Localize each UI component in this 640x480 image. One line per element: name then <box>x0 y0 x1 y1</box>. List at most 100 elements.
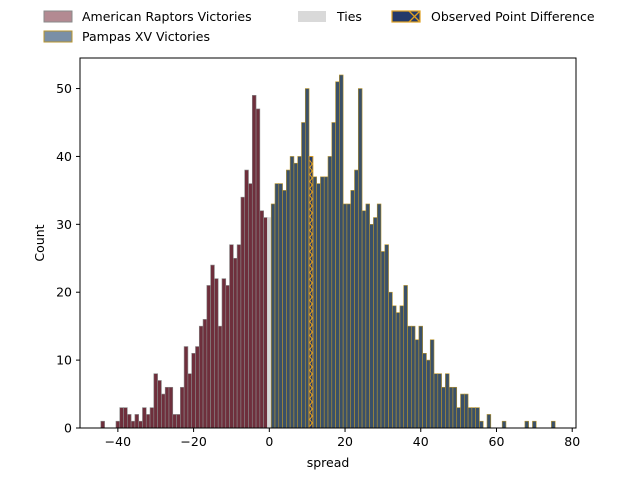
bar-raptors <box>138 420 143 429</box>
bar-pampas <box>289 156 295 429</box>
bar-pampas <box>467 407 473 429</box>
y-tick-label: 50 <box>56 81 72 96</box>
bar-raptors <box>115 420 121 429</box>
bar-pampas <box>361 210 367 429</box>
bar-raptors <box>214 278 219 429</box>
y-tick-label: 30 <box>56 217 72 232</box>
legend-swatch-observed <box>391 10 421 23</box>
bar-raptors <box>263 217 268 429</box>
x-tick-label: −20 <box>180 434 206 449</box>
bar-pampas <box>320 176 325 429</box>
bar-pampas <box>407 325 412 429</box>
legend: American Raptors Victories Ties Observed… <box>43 9 595 44</box>
bar-raptors <box>168 386 174 429</box>
bar-pampas <box>274 183 280 429</box>
bar-pampas <box>357 88 363 429</box>
bar-raptors <box>142 407 147 429</box>
y-axis-label: Count <box>32 224 47 261</box>
bar-raptors <box>240 196 246 429</box>
bar-pampas <box>501 420 507 429</box>
bar-pampas <box>437 373 442 429</box>
bar-pampas <box>270 203 276 429</box>
bar-raptors <box>244 169 249 429</box>
bar-raptors <box>157 380 162 429</box>
y-axis: 0 10 20 30 40 50 <box>56 81 80 436</box>
observed-point-difference <box>308 155 314 429</box>
bar-pampas <box>418 325 423 429</box>
bar-pampas <box>339 74 344 429</box>
legend-swatch-observed-hatch <box>408 10 421 23</box>
bar-raptors <box>145 414 151 429</box>
legend-swatch-raptors <box>43 10 73 23</box>
x-tick-label: 60 <box>489 434 505 449</box>
bar-pampas <box>342 203 348 429</box>
bar-pampas <box>410 325 416 429</box>
bar-raptors <box>236 244 242 429</box>
x-tick-label: −40 <box>105 434 131 449</box>
x-tick-label: 20 <box>337 434 353 449</box>
bar-raptors <box>164 386 170 429</box>
bar-raptors <box>149 407 155 429</box>
bar-pampas <box>312 176 317 429</box>
bar-pampas <box>327 156 333 429</box>
bar-pampas <box>354 169 359 429</box>
bar-raptors <box>134 414 139 429</box>
y-tick-label: 40 <box>56 149 72 164</box>
bar-raptors <box>259 210 264 429</box>
bar-raptors <box>225 285 230 429</box>
bar-pampas <box>304 88 310 429</box>
x-tick-label: 40 <box>413 434 429 449</box>
x-tick-label: 0 <box>265 434 273 449</box>
plot-frame <box>79 57 577 429</box>
bar-pampas <box>278 183 283 429</box>
bar-raptors <box>123 407 128 429</box>
bar-raptors <box>100 420 105 429</box>
bar-pampas <box>286 169 291 429</box>
observed-hatch <box>309 160 313 427</box>
bar-pampas <box>524 420 529 429</box>
bar-raptors <box>221 278 227 429</box>
bar-raptors <box>172 414 177 429</box>
bar-raptors <box>119 407 124 429</box>
bar-raptors <box>180 386 185 429</box>
bar-pampas <box>456 407 461 429</box>
bar-pampas <box>365 203 370 429</box>
bar-raptors <box>127 414 132 429</box>
bar-pampas <box>403 285 408 429</box>
bar-raptors <box>255 108 261 429</box>
bar-raptors <box>198 325 204 429</box>
bar-pampas <box>293 162 299 429</box>
bar-ties <box>267 217 272 429</box>
bar-raptors <box>210 264 215 429</box>
bar-pampas <box>395 312 401 429</box>
bar-pampas <box>445 373 450 429</box>
bar-pampas <box>388 291 393 429</box>
bar-raptors <box>251 95 257 429</box>
bar-pampas <box>471 407 476 429</box>
bar-pampas <box>323 176 329 429</box>
bar-raptors <box>130 420 136 429</box>
bar-raptors <box>191 353 196 429</box>
bar-raptors <box>183 346 189 429</box>
y-tick-label: 20 <box>56 285 72 300</box>
bar-raptors <box>233 257 238 429</box>
legend-label-pampas: Pampas XV Victories <box>82 29 210 44</box>
x-tick-label: 80 <box>564 434 580 449</box>
bar-pampas <box>414 339 420 429</box>
bar-pampas <box>346 203 352 429</box>
y-tick-label: 0 <box>64 421 72 436</box>
bar-pampas <box>486 414 492 429</box>
legend-swatch-ties <box>298 11 326 22</box>
bar-raptors <box>248 183 253 429</box>
bar-pampas <box>551 420 556 429</box>
y-tick-label: 10 <box>56 353 72 368</box>
bar-raptors <box>206 285 211 429</box>
x-axis: −40 −20 0 20 40 60 80 <box>105 428 580 449</box>
bar-pampas <box>429 339 435 429</box>
bar-pampas <box>464 393 469 429</box>
legend-swatch-pampas <box>43 30 73 43</box>
bar-pampas <box>350 190 355 429</box>
bar-raptors <box>229 244 234 429</box>
bar-pampas <box>301 122 306 429</box>
